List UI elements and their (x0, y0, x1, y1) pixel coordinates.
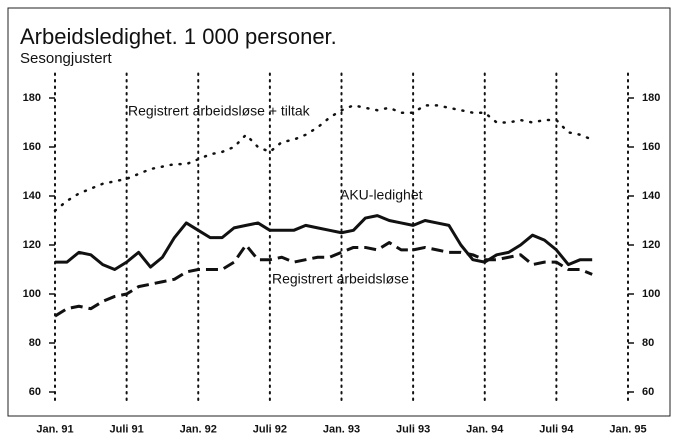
line-series (55, 214, 593, 271)
y-tick-label: 60 (29, 386, 41, 398)
chart-title: Arbeidsledighet. 1 000 personer. (20, 24, 337, 49)
x-tick-label: Jan. 93 (323, 423, 360, 435)
y-tick-label: 100 (23, 288, 41, 300)
x-tick-label: Jan. 95 (609, 423, 646, 435)
y-tick-label: 120 (23, 239, 41, 251)
x-tick-label: Jan. 91 (36, 423, 73, 435)
y2-tick-label: 180 (642, 92, 660, 104)
y2-tick-label: 120 (642, 239, 660, 251)
chart-subtitle: Sesongjustert (20, 50, 113, 67)
x-tick-label: Juli 93 (396, 423, 430, 435)
y2-tick-label: 80 (642, 337, 654, 349)
y-tick-label: 160 (23, 141, 41, 153)
y2-tick-label: 160 (642, 141, 660, 153)
line-series (54, 241, 593, 318)
series-label: AKU-ledighet (340, 187, 423, 203)
y-tick-label: 180 (23, 92, 41, 104)
y2-tick-label: 60 (642, 386, 654, 398)
y2-tick-label: 140 (642, 190, 660, 202)
y2-tick-label: 100 (642, 288, 660, 300)
frame (7, 7, 671, 417)
y-tick-label: 140 (23, 190, 41, 202)
x-tick-label: Jan. 92 (180, 423, 217, 435)
line-series (53, 104, 594, 212)
series-label: Registrert arbeidsløse + tiltak (128, 103, 311, 119)
x-tick-label: Jan. 94 (466, 423, 504, 435)
series-label: Registrert arbeidsløse (272, 271, 409, 287)
x-tick-label: Juli 94 (539, 423, 574, 435)
x-tick-label: Juli 91 (110, 423, 144, 435)
y-tick-label: 80 (29, 337, 41, 349)
x-tick-label: Juli 92 (253, 423, 287, 435)
